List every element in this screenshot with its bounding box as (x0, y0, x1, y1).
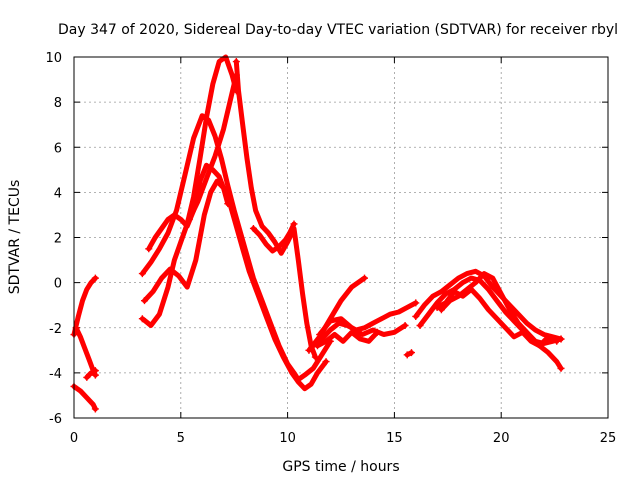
series-trace (73, 325, 98, 378)
plus-marker (360, 274, 368, 282)
plus-marker (316, 331, 324, 339)
plus-marker (557, 335, 565, 343)
y-tick-label: -6 (49, 412, 62, 427)
series-s11 (249, 220, 298, 254)
plus-marker (401, 321, 409, 329)
y-tick-label: 2 (54, 232, 62, 247)
plus-marker (407, 349, 415, 357)
x-tick-labels: 0 5 10 15 20 25 (70, 431, 616, 446)
series-trace (186, 72, 239, 222)
plus-marker (91, 405, 99, 413)
series-trace (250, 221, 297, 254)
series-trace (139, 54, 239, 328)
series-trace (139, 113, 333, 383)
series-s10 (232, 58, 319, 361)
series-s5 (138, 113, 334, 383)
plus-marker (412, 312, 420, 320)
y-tick-label: 4 (54, 186, 62, 201)
plus-marker (322, 358, 330, 366)
plus-marker (433, 303, 441, 311)
y-tick-label: 10 (45, 51, 62, 66)
series-trace (233, 59, 318, 360)
plus-marker (412, 299, 420, 307)
x-axis-label: GPS time / hours (282, 459, 399, 475)
y-tick-label: 0 (54, 277, 62, 292)
plot-frame (73, 56, 609, 419)
plus-marker (311, 353, 319, 361)
plus-marker (403, 351, 411, 359)
data-series (70, 54, 565, 413)
series-s14 (316, 316, 409, 339)
plus-marker (138, 315, 146, 323)
plus-marker (91, 367, 99, 375)
series-s20 (433, 286, 561, 349)
plus-marker (373, 328, 381, 336)
plus-marker (249, 224, 257, 232)
plus-marker (416, 321, 424, 329)
series-trace (71, 383, 98, 412)
plus-marker (553, 337, 561, 345)
plus-marker (224, 200, 232, 208)
series-trace (71, 275, 98, 337)
series-trace (413, 268, 564, 342)
series-s4 (83, 367, 99, 381)
series-s6 (140, 178, 330, 392)
x-tick-label: 0 (70, 431, 78, 446)
plus-marker (185, 215, 193, 223)
series-trace (84, 368, 98, 380)
plus-marker (305, 346, 313, 354)
y-tick-label: 6 (54, 141, 62, 156)
x-tick-label: 5 (177, 431, 185, 446)
plus-marker (83, 373, 91, 381)
y-tick-labels: -6 -4 -2 0 2 4 6 8 10 (45, 51, 62, 427)
chart-title: Day 347 of 2020, Sidereal Day-to-day VTE… (58, 22, 618, 38)
series-trace (317, 316, 408, 337)
plus-marker (145, 245, 153, 253)
plus-marker (557, 364, 565, 372)
series-s16 (403, 349, 415, 359)
plus-marker (140, 297, 148, 305)
y-tick-label: -4 (49, 367, 62, 382)
y-tick-label: 8 (54, 96, 62, 111)
plus-marker (290, 220, 298, 228)
series-s3 (70, 382, 99, 413)
plus-marker (314, 342, 322, 350)
series-trace (310, 300, 419, 349)
x-tick-label: 15 (386, 431, 403, 446)
series-trace (142, 178, 329, 392)
y-axis-label: SDTVAR / TECUs (7, 180, 23, 295)
series-trace (315, 329, 380, 349)
y-tick-label: -2 (49, 322, 62, 337)
x-tick-label: 20 (493, 431, 510, 446)
x-tick-label: 10 (279, 431, 296, 446)
plus-marker (91, 274, 99, 282)
plus-marker (232, 58, 240, 66)
plus-marker (138, 270, 146, 278)
x-tick-label: 25 (600, 431, 617, 446)
series-trace (146, 162, 231, 252)
series-s15 (314, 328, 381, 350)
series-trace (434, 286, 560, 349)
